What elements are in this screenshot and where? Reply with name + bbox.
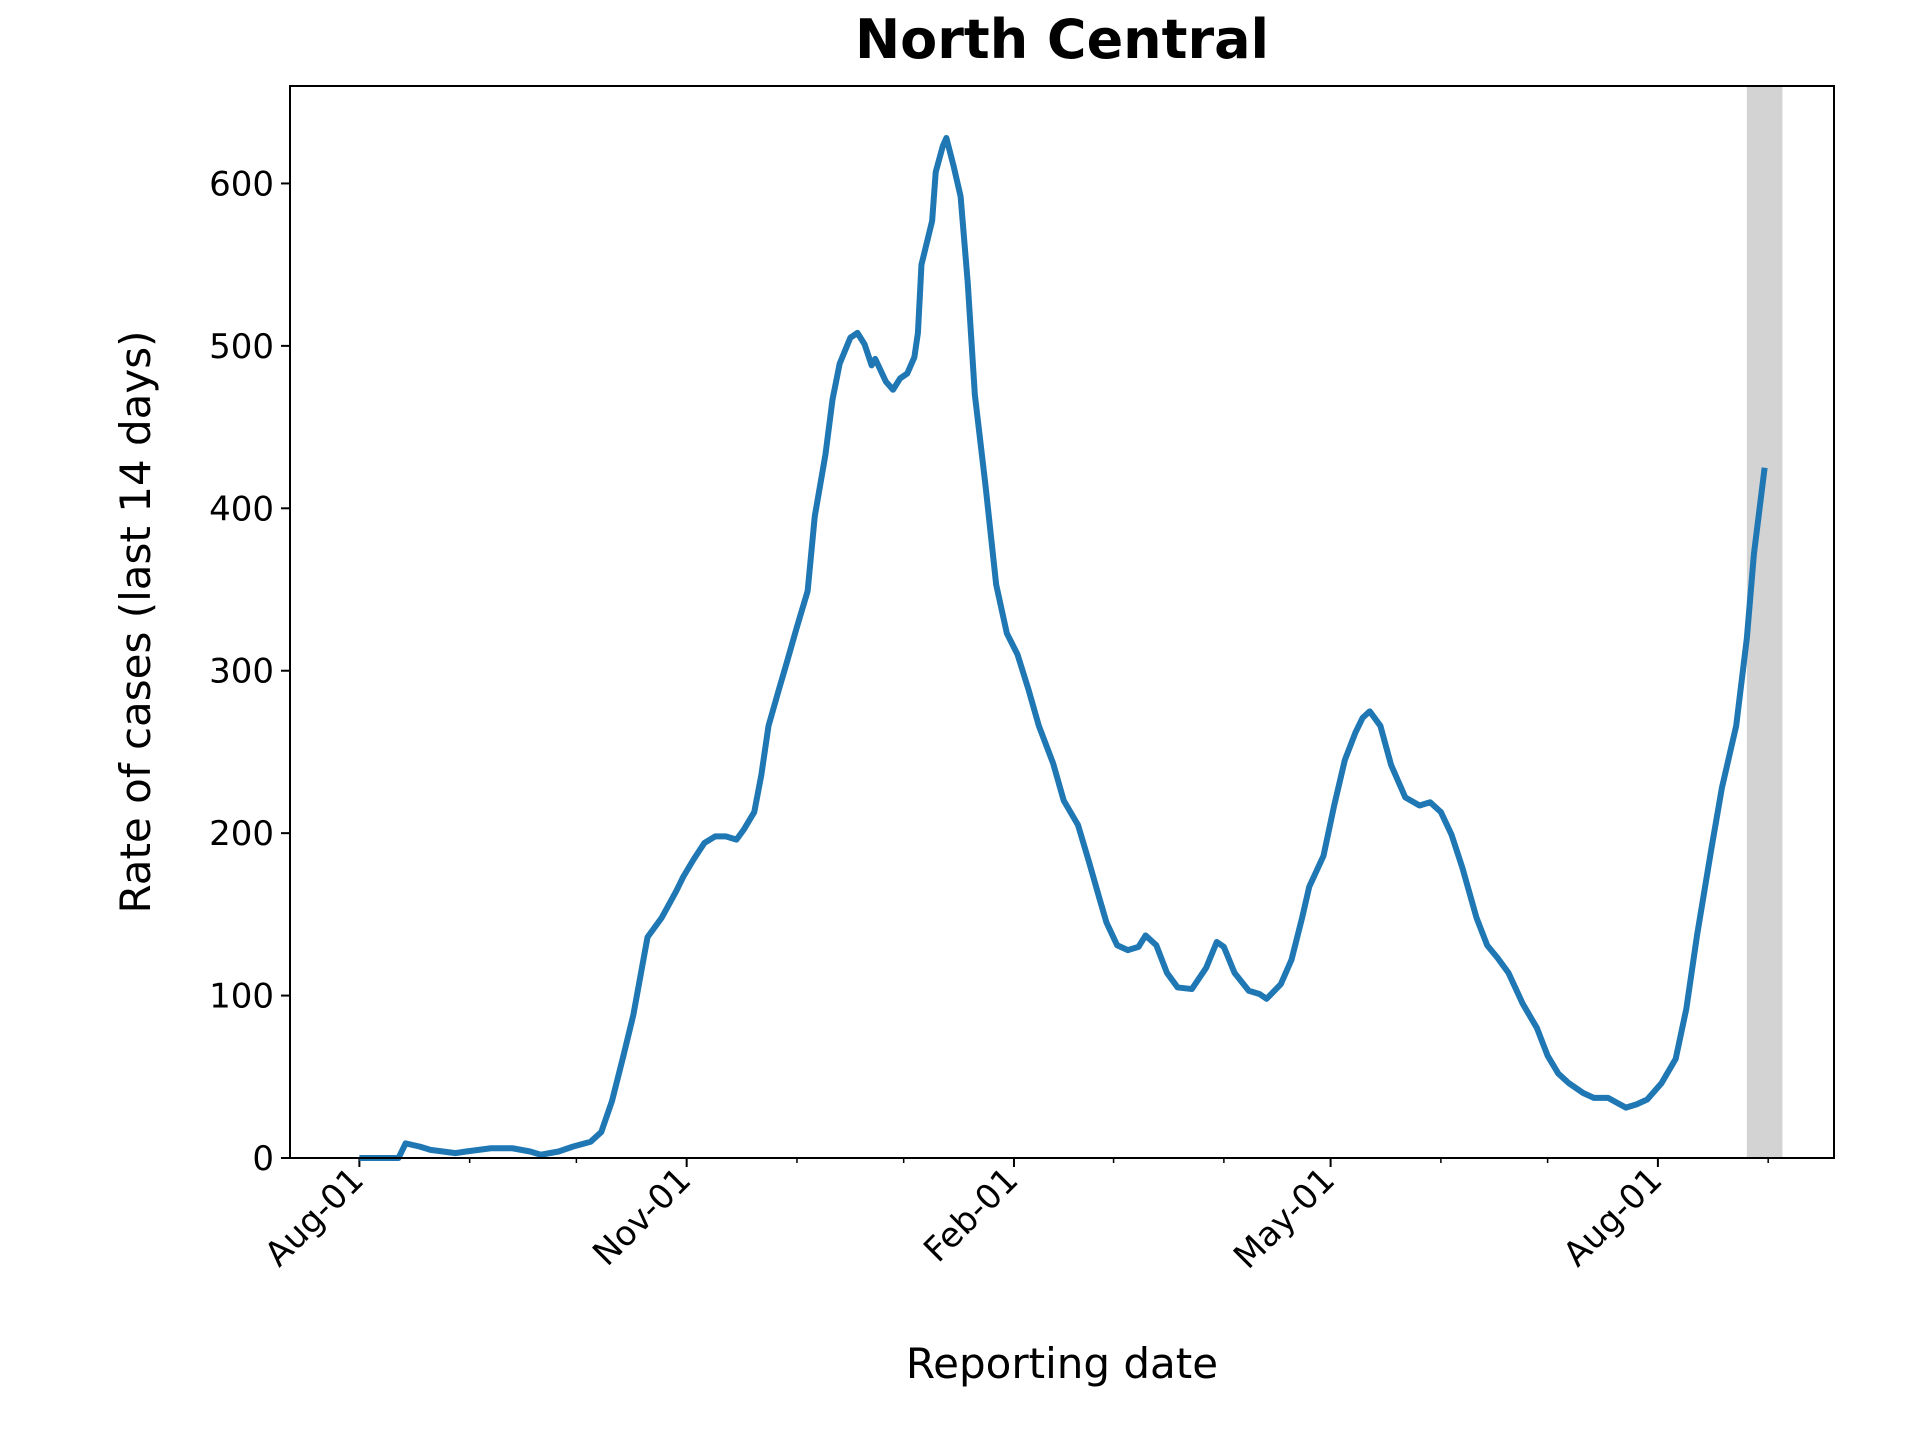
x-tick-label: Aug-01 — [1556, 1160, 1670, 1274]
y-tick-label: 0 — [252, 1139, 274, 1179]
plot-frame — [289, 85, 1835, 1159]
highlight-span — [1746, 86, 1783, 1158]
chart-title: North Central — [855, 8, 1269, 71]
x-tick-label: Feb-01 — [916, 1160, 1026, 1270]
y-tick-label: 100 — [209, 977, 274, 1017]
x-tick-label: Aug-01 — [257, 1160, 371, 1274]
y-tick-label: 500 — [209, 327, 274, 367]
y-tick-label: 300 — [209, 652, 274, 692]
y-tick-label: 200 — [209, 814, 274, 854]
y-axis-label: Rate of cases (last 14 days) — [111, 330, 160, 913]
y-tick-label: 400 — [209, 489, 274, 529]
y-tick-label: 600 — [209, 164, 274, 204]
x-tick-label: Nov-01 — [585, 1160, 699, 1274]
data-line — [359, 134, 1768, 1161]
x-axis-label: Reporting date — [906, 1339, 1218, 1388]
x-tick-label: May-01 — [1226, 1160, 1343, 1277]
